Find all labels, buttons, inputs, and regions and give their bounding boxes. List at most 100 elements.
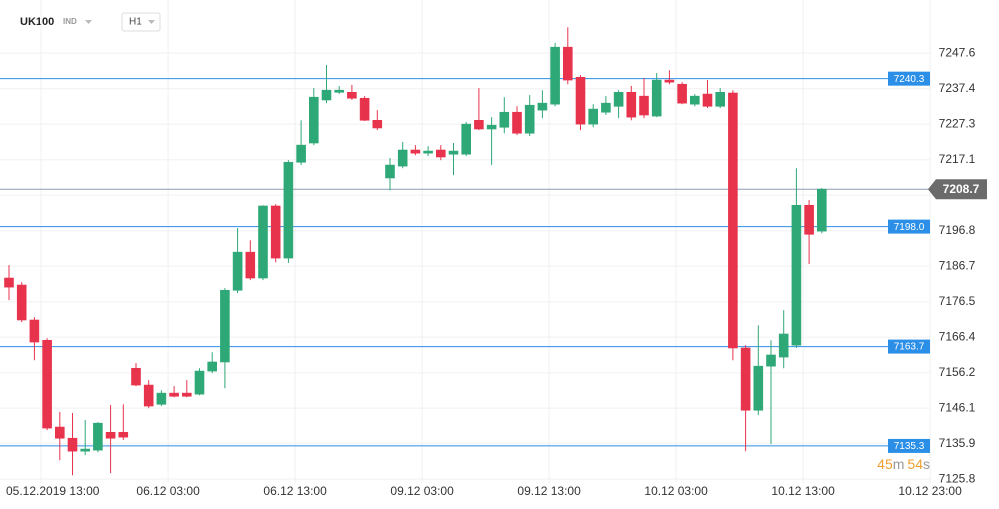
candle-body bbox=[626, 92, 637, 118]
candle-body bbox=[131, 367, 141, 386]
candle-body bbox=[423, 150, 433, 154]
timeframe-button[interactable] bbox=[121, 12, 161, 32]
candle-body bbox=[816, 188, 827, 232]
candle-body bbox=[537, 102, 548, 111]
candle-body bbox=[359, 97, 370, 121]
countdown-part: 54 bbox=[907, 456, 923, 472]
y-tick-label: 7156.2 bbox=[939, 365, 976, 379]
candle-body bbox=[334, 89, 345, 93]
candle-body bbox=[601, 102, 611, 113]
candle-body bbox=[258, 205, 268, 279]
y-tick-label: 7217.1 bbox=[939, 152, 976, 166]
candle-body bbox=[4, 277, 14, 288]
candle-body bbox=[347, 92, 357, 99]
candle-body bbox=[524, 104, 535, 134]
y-tick-label: 7146.1 bbox=[939, 400, 976, 414]
candle-body bbox=[550, 46, 560, 105]
x-tick-label: 06.12 03:00 bbox=[136, 484, 200, 498]
candle-body bbox=[651, 79, 662, 117]
candle-body bbox=[245, 251, 256, 279]
candle-body bbox=[372, 119, 383, 129]
y-tick-label: 7186.7 bbox=[939, 258, 976, 272]
level-label-bg bbox=[888, 71, 930, 86]
candle-body bbox=[499, 111, 510, 128]
candle-body bbox=[169, 392, 179, 397]
candle-body bbox=[728, 92, 738, 349]
candle-body bbox=[308, 96, 319, 144]
candle-body bbox=[410, 149, 421, 154]
candle-body bbox=[321, 89, 332, 101]
candle-body bbox=[397, 149, 408, 167]
candle-body bbox=[448, 150, 459, 155]
candle-body bbox=[778, 333, 789, 358]
candle-body bbox=[29, 319, 40, 343]
x-tick-label: 10.12 03:00 bbox=[644, 484, 708, 498]
y-tick-label: 7247.6 bbox=[939, 45, 976, 59]
candle-body bbox=[702, 93, 713, 107]
candle-body bbox=[194, 370, 205, 395]
x-tick-label: 05.12.2019 13:00 bbox=[6, 484, 100, 498]
level-label-bg bbox=[888, 339, 930, 354]
candle-body bbox=[156, 392, 167, 405]
candle-body bbox=[461, 123, 472, 155]
current-price-label: 7208.7 bbox=[943, 182, 980, 196]
level-label: 7240.3 bbox=[894, 74, 925, 85]
dropdown-caret[interactable] bbox=[148, 20, 155, 24]
x-tick-label: 09.12 13:00 bbox=[517, 484, 581, 498]
x-tick-label: 10.12 23:00 bbox=[898, 484, 962, 498]
candle-body bbox=[207, 361, 217, 372]
candle-body bbox=[575, 76, 586, 125]
x-tick-label: 10.12 13:00 bbox=[771, 484, 835, 498]
y-tick-label: 7196.8 bbox=[939, 223, 976, 237]
candle-body bbox=[766, 354, 776, 367]
candle-body bbox=[677, 83, 687, 104]
candle-body bbox=[435, 149, 446, 158]
countdown-part: 45 bbox=[877, 456, 893, 472]
dropdown-caret[interactable] bbox=[85, 20, 92, 24]
candle-body bbox=[118, 431, 129, 438]
candle-body bbox=[613, 92, 624, 107]
candle-body bbox=[270, 205, 281, 259]
candle-body bbox=[143, 384, 154, 407]
candle-body bbox=[42, 339, 52, 429]
y-tick-label: 7176.5 bbox=[939, 294, 976, 308]
candle-body bbox=[715, 92, 726, 107]
x-tick-label: 09.12 03:00 bbox=[390, 484, 454, 498]
countdown: 45m 54s bbox=[877, 456, 930, 472]
candle-body bbox=[639, 95, 649, 116]
candle-body bbox=[220, 289, 230, 363]
candle-body bbox=[753, 365, 764, 411]
candle-body bbox=[182, 392, 192, 397]
candle-body bbox=[474, 119, 484, 130]
candle-body bbox=[283, 161, 294, 259]
market[interactable]: IND bbox=[63, 17, 77, 26]
candle-body bbox=[740, 347, 751, 411]
timeframe[interactable]: H1 bbox=[129, 17, 142, 28]
candle-body bbox=[93, 422, 103, 451]
y-tick-label: 7125.8 bbox=[939, 471, 976, 485]
y-tick-label: 7135.9 bbox=[939, 436, 976, 450]
candle-body bbox=[486, 124, 497, 130]
candle-body bbox=[232, 251, 243, 291]
level-label-bg bbox=[888, 438, 930, 453]
candle-body bbox=[588, 108, 599, 125]
level-label: 7198.0 bbox=[894, 222, 925, 233]
candle-body bbox=[67, 437, 78, 452]
candle-body bbox=[791, 204, 802, 346]
candle-body bbox=[689, 95, 700, 105]
candle-body bbox=[105, 431, 116, 439]
candle-body bbox=[16, 284, 27, 321]
level-label-bg bbox=[888, 219, 930, 234]
y-tick-label: 7227.3 bbox=[939, 116, 976, 130]
candle-body bbox=[296, 144, 306, 163]
candle-body bbox=[804, 204, 814, 235]
candle-body bbox=[80, 448, 90, 452]
countdown-part: m bbox=[893, 456, 905, 472]
current-price-tag bbox=[928, 179, 987, 200]
symbol: UK100 bbox=[20, 16, 54, 28]
countdown-part: s bbox=[923, 456, 930, 472]
candle-body bbox=[664, 79, 675, 83]
y-tick-label: 7237.4 bbox=[939, 81, 976, 95]
candle-body bbox=[562, 46, 573, 81]
